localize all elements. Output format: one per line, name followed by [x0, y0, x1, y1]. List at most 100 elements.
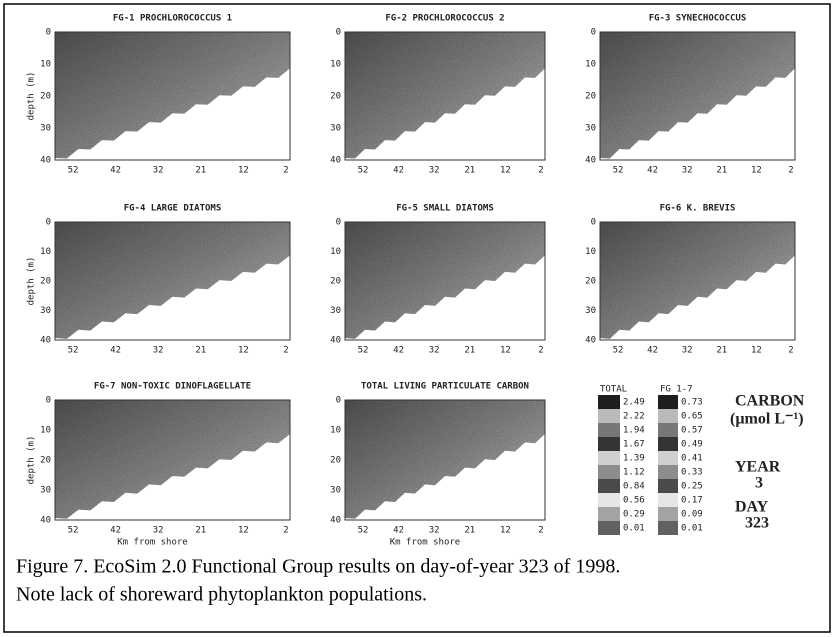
- y-tick-label: 0: [46, 28, 51, 38]
- x-tick-label: 12: [500, 166, 511, 176]
- x-tick-label: 52: [68, 346, 79, 356]
- x-tick-label: 32: [153, 526, 164, 536]
- x-tick-label: 2: [538, 166, 543, 176]
- y-tick-label: 30: [40, 124, 51, 134]
- y-tick-label: 0: [336, 28, 341, 38]
- legend-label: 0.84: [623, 482, 645, 492]
- day: 323: [745, 515, 769, 532]
- plot-border: [599, 221, 796, 341]
- x-tick-label: 32: [429, 166, 440, 176]
- y-tick-label: 20: [585, 277, 596, 287]
- unit-title: CARBON: [735, 393, 805, 410]
- x-tick-label: 21: [464, 526, 475, 536]
- frame: [3, 3, 831, 633]
- legend-label: 0.33: [681, 468, 703, 478]
- x-tick-label: 12: [238, 526, 249, 536]
- color-swatch: [658, 479, 678, 493]
- color-swatch: [658, 423, 678, 437]
- x-tick-label: 32: [682, 346, 693, 356]
- y-tick-label: 20: [40, 456, 51, 466]
- panel-title: FG-5 SMALL DIATOMS: [396, 204, 494, 214]
- x-tick-label: 42: [110, 166, 121, 176]
- y-tick-label: 20: [330, 277, 341, 287]
- y-tick-label: 10: [40, 247, 51, 257]
- plot-border: [344, 31, 546, 161]
- color-swatch: [598, 423, 620, 437]
- x-tick-label: 42: [393, 346, 404, 356]
- legend-label: 0.56: [623, 496, 645, 506]
- legend-label: 0.01: [623, 524, 645, 534]
- y-tick-label: 20: [585, 92, 596, 102]
- x-tick-label: 52: [358, 346, 369, 356]
- legend-label: 2.22: [623, 412, 645, 422]
- panel-title: FG-3 SYNECHOCOCCUS: [649, 14, 747, 24]
- x-tick-label: 12: [238, 346, 249, 356]
- y-tick-label: 0: [46, 218, 51, 228]
- x-tick-label: 52: [358, 166, 369, 176]
- unit: (µmol L⁻¹): [730, 411, 804, 428]
- panel-title: FG-7 NON-TOXIC DINOFLAGELLATE: [94, 382, 251, 392]
- y-tick-label: 40: [585, 336, 596, 346]
- y-axis-label: depth (m): [27, 72, 37, 121]
- x-tick-label: 42: [647, 346, 658, 356]
- x-tick-label: 12: [500, 526, 511, 536]
- sea-floor: [600, 255, 795, 340]
- x-tick-label: 52: [68, 526, 79, 536]
- x-tick-label: 12: [500, 346, 511, 356]
- legend-label: 0.01: [681, 524, 703, 534]
- y-tick-label: 30: [330, 124, 341, 134]
- legend-label: 0.57: [681, 426, 703, 436]
- sea-floor: [55, 255, 290, 340]
- y-tick-label: 20: [330, 456, 341, 466]
- plot-border: [599, 31, 796, 161]
- x-tick-label: 42: [110, 346, 121, 356]
- x-tick-label: 42: [393, 166, 404, 176]
- x-tick-label: 12: [751, 346, 762, 356]
- plot-border: [54, 221, 291, 341]
- panel-title: FG-2 PROCHLOROCOCCUS 2: [385, 14, 504, 24]
- plot-border: [344, 399, 546, 521]
- x-tick-label: 21: [464, 346, 475, 356]
- color-swatch: [658, 437, 678, 451]
- y-tick-label: 0: [336, 218, 341, 228]
- x-tick-label: 32: [429, 526, 440, 536]
- legend-label: 0.65: [681, 412, 703, 422]
- y-tick-label: 40: [40, 336, 51, 346]
- sea-floor: [55, 68, 290, 160]
- plot-border: [344, 221, 546, 341]
- legend-label: 0.73: [681, 398, 703, 408]
- legend-label: 0.09: [681, 510, 703, 520]
- y-tick-label: 40: [40, 156, 51, 166]
- x-tick-label: 12: [238, 166, 249, 176]
- x-tick-label: 21: [195, 346, 206, 356]
- x-tick-label: 52: [613, 346, 624, 356]
- sea-floor: [345, 68, 545, 160]
- x-tick-label: 21: [195, 526, 206, 536]
- year: 3: [755, 475, 763, 492]
- color-swatch: [598, 493, 620, 507]
- y-tick-label: 20: [40, 277, 51, 287]
- color-swatch: [598, 409, 620, 423]
- day-label: DAY: [735, 499, 769, 516]
- y-axis-label: depth (m): [27, 436, 37, 485]
- legend-label: 1.12: [623, 468, 645, 478]
- legend-label: 1.39: [623, 454, 645, 464]
- sea-floor: [55, 434, 290, 520]
- color-swatch: [598, 437, 620, 451]
- sea-floor: [345, 255, 545, 340]
- y-axis-label: depth (m): [27, 257, 37, 306]
- panel-title: FG-1 PROCHLOROCOCCUS 1: [113, 14, 232, 24]
- color-swatch: [658, 409, 678, 423]
- color-swatch: [598, 465, 620, 479]
- legend-header: FG 1-7: [660, 385, 693, 395]
- x-tick-label: 32: [429, 346, 440, 356]
- y-tick-label: 30: [585, 124, 596, 134]
- y-tick-label: 0: [46, 396, 51, 406]
- caption-line: Figure 7. EcoSim 2.0 Functional Group re…: [16, 556, 620, 578]
- legend-label: 0.41: [681, 454, 703, 464]
- x-tick-label: 21: [195, 166, 206, 176]
- x-tick-label: 21: [716, 346, 727, 356]
- y-tick-label: 30: [585, 306, 596, 316]
- y-tick-label: 10: [585, 247, 596, 257]
